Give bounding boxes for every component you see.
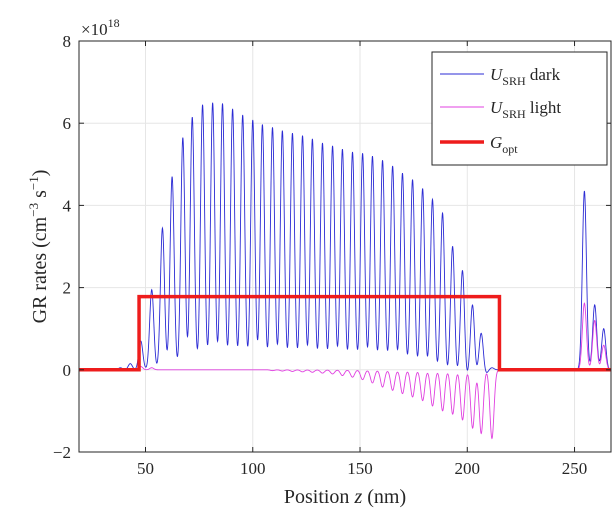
- y-tick-label-4: 4: [63, 196, 72, 215]
- x-tick-label-50: 50: [137, 459, 154, 478]
- x-tick-label-250: 250: [562, 459, 588, 478]
- tick-layer: 50 100 150 200 250 −2 0 2 4 6 8: [53, 32, 611, 478]
- series-layer: [79, 102, 612, 440]
- legend-label-dark: USRH dark: [490, 65, 561, 88]
- x-tick-label-150: 150: [347, 459, 373, 478]
- plot-frame: [78, 40, 612, 453]
- x-axis-label: Position z (nm): [284, 486, 406, 508]
- legend: USRH dark USRH light Gopt: [431, 51, 608, 166]
- legend-label-gopt: Gopt: [490, 133, 518, 156]
- legend-entry-dark: USRH dark: [440, 65, 561, 88]
- y-tick-label-0: 0: [63, 361, 72, 380]
- legend-label-light: USRH light: [490, 98, 561, 121]
- legend-entry-gopt: Gopt: [440, 133, 518, 156]
- y-tick-label-2: 2: [63, 279, 72, 298]
- x-tick-label-200: 200: [455, 459, 481, 478]
- y-tick-label-6: 6: [63, 114, 72, 133]
- y-axis-label: GR rates (cm−3 s−1): [26, 170, 51, 324]
- y-axis-exponent: ×1018: [81, 16, 120, 39]
- y-tick-label--2: −2: [53, 443, 71, 462]
- series-line-gopt: [79, 294, 611, 372]
- x-tick-label-100: 100: [240, 459, 266, 478]
- legend-box: [431, 51, 608, 166]
- legend-entry-light: USRH light: [440, 98, 561, 121]
- y-tick-label-8: 8: [63, 32, 72, 51]
